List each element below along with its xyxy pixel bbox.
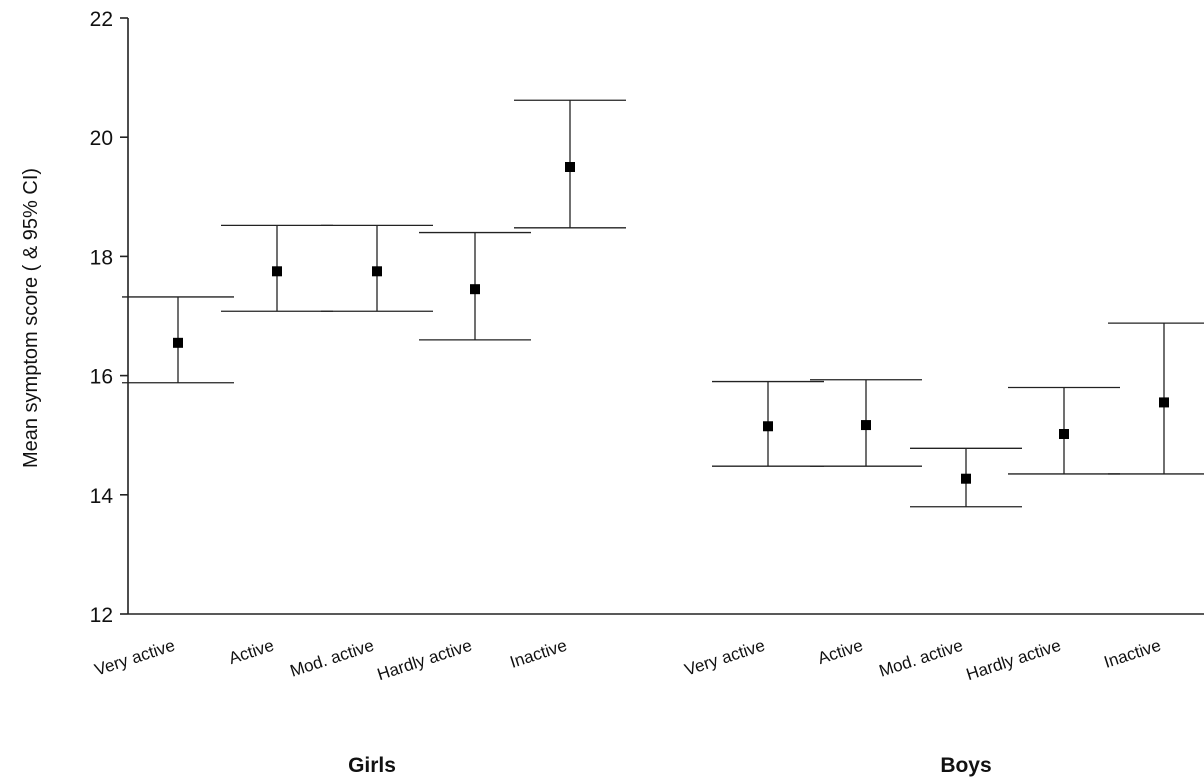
mean-marker (173, 337, 183, 348)
mean-marker (470, 284, 480, 295)
y-tick-label: 16 (90, 366, 113, 389)
y-tick-label: 14 (90, 485, 114, 508)
category-label: Active (226, 636, 276, 668)
y-tick-label: 12 (90, 604, 113, 627)
mean-marker (763, 421, 773, 432)
category-label: Inactive (508, 636, 570, 672)
y-ticks: 12 14 16 18 20 22 (90, 8, 128, 627)
mean-marker (1059, 429, 1069, 440)
category-label: Inactive (1102, 636, 1164, 672)
category-label: Very active (682, 636, 767, 680)
group-label: Girls (348, 754, 396, 777)
mean-marker (961, 473, 971, 484)
category-label: Active (815, 636, 865, 668)
category-label: Very active (92, 636, 177, 680)
category-label: Mod. active (877, 636, 966, 681)
y-tick-label: 22 (90, 8, 113, 31)
mean-marker (565, 162, 575, 172)
category-label: Mod. active (288, 636, 377, 681)
mean-marker (861, 420, 871, 431)
mean-marker (372, 266, 382, 277)
category-label: Hardly active (964, 636, 1063, 684)
mean-marker (1159, 397, 1169, 408)
y-axis-title: Mean symptom score ( & 95% CI) (20, 168, 42, 468)
group-labels: Girls Boys (348, 754, 992, 777)
mean-marker (272, 266, 282, 277)
y-tick-label: 20 (90, 127, 113, 150)
category-label: Hardly active (375, 636, 474, 684)
y-tick-label: 18 (90, 246, 113, 269)
group-label: Boys (940, 754, 991, 777)
error-bar-marks (122, 99, 1204, 508)
